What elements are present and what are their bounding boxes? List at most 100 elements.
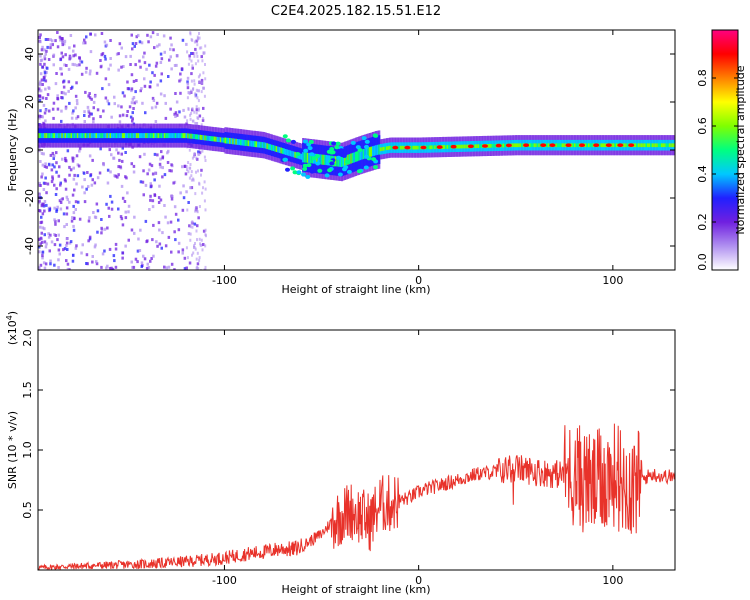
heatmap-cell (72, 160, 75, 163)
heatmap-cell (198, 153, 200, 156)
heatmap-cell (151, 106, 154, 109)
heatmap-cell (131, 87, 134, 90)
heatmap-cell (49, 38, 52, 41)
heatmap-cell (170, 221, 173, 224)
heatmap-cell (154, 153, 157, 156)
heatmap-cell (190, 225, 192, 228)
heatmap-cell (196, 55, 198, 58)
heatmap-cell (191, 64, 193, 67)
heatmap-cell (53, 63, 56, 66)
heatmap-cell (49, 249, 52, 252)
heatmap-cell (201, 79, 204, 82)
heatmap-cell (42, 96, 45, 99)
heatmap-cell (189, 167, 192, 170)
heatmap-cell (41, 254, 44, 257)
heatmap-cell (201, 59, 203, 62)
heatmap-cell (75, 81, 78, 84)
heatmap-cell (85, 67, 88, 70)
heatmap-cell (79, 218, 82, 221)
heatmap-cell (53, 184, 56, 187)
heatmap-cell (72, 109, 75, 112)
heatmap-cell (47, 86, 50, 89)
heatmap-cell (40, 216, 43, 219)
heatmap-cell (172, 48, 175, 51)
heatmap-cell (339, 148, 344, 152)
heatmap-cell (177, 250, 180, 253)
heatmap-cell (303, 140, 308, 144)
heatmap-cell (155, 120, 158, 123)
heatmap-cell (99, 147, 102, 150)
snr-ylabel: SNR (10 * v/v) (6, 411, 19, 489)
heatmap-cell (68, 80, 71, 83)
heatmap-cell (125, 55, 128, 58)
heatmap-cell (122, 114, 125, 117)
heatmap-cell (74, 106, 77, 109)
heatmap-cell (99, 172, 102, 175)
heatmap-cell (67, 263, 70, 266)
heatmap-cell (61, 41, 64, 44)
heatmap-cell (128, 239, 131, 242)
heatmap-cell (59, 253, 62, 256)
heatmap-cell (194, 223, 197, 226)
heatmap-cell (179, 92, 182, 95)
heatmap-cell (101, 87, 104, 90)
heatmap-cell (186, 246, 188, 249)
heatmap-cell (103, 163, 106, 166)
heatmap-cell (191, 179, 193, 182)
heatmap-cell (119, 42, 122, 45)
heatmap-cell (160, 93, 163, 96)
heatmap-cell (41, 48, 44, 51)
heatmap-cell (66, 196, 69, 199)
heatmap-cell (197, 216, 200, 219)
heatmap-cell (120, 66, 123, 69)
heatmap-cell (44, 200, 47, 203)
heatmap-cell (190, 118, 192, 121)
heatmap-cell (482, 144, 488, 148)
heatmap-cell (205, 234, 207, 237)
heatmap-cell (41, 59, 44, 62)
heatmap-cell (188, 63, 190, 66)
heatmap-cell (78, 150, 81, 153)
heatmap-cell (90, 33, 93, 36)
heatmap-xtick-label: 100 (602, 274, 623, 287)
heatmap-cell (121, 47, 124, 50)
heatmap-cell (315, 162, 320, 166)
heatmap-cell (190, 174, 192, 177)
heatmap-cell (143, 52, 146, 55)
heatmap-cell (38, 200, 41, 203)
heatmap-cell (164, 51, 167, 54)
heatmap-cell (133, 232, 136, 235)
heatmap-cell (94, 244, 97, 247)
heatmap-cell (60, 201, 63, 204)
heatmap-cell (47, 93, 50, 96)
heatmap-cell (182, 209, 185, 212)
heatmap-cell (66, 223, 69, 226)
heatmap-cell (113, 259, 116, 262)
heatmap-cell (76, 99, 79, 102)
heatmap-cell (149, 85, 152, 88)
heatmap-cell (83, 39, 86, 42)
heatmap-cell (164, 216, 167, 219)
heatmap-cell (187, 96, 189, 99)
heatmap-cell (194, 152, 196, 155)
heatmap-cell (336, 156, 341, 160)
heatmap-cell (140, 87, 143, 90)
heatmap-cell (523, 143, 529, 147)
heatmap-cell (64, 53, 67, 56)
heatmap-cell (76, 64, 79, 67)
heatmap-cell (143, 153, 146, 156)
heatmap-cell (137, 238, 140, 241)
heatmap-cell (151, 164, 154, 167)
heatmap-cell (140, 180, 143, 183)
heatmap-cell (342, 167, 347, 171)
heatmap-cell (127, 210, 130, 213)
heatmap-cell (115, 266, 118, 269)
heatmap-cell (144, 111, 147, 114)
heatmap-cell (68, 68, 71, 71)
heatmap-cell (310, 170, 315, 174)
heatmap-cell (90, 98, 93, 101)
heatmap-cell (68, 46, 71, 49)
heatmap-cell (189, 114, 191, 117)
heatmap-cell (72, 254, 75, 257)
heatmap-cell (102, 252, 105, 255)
